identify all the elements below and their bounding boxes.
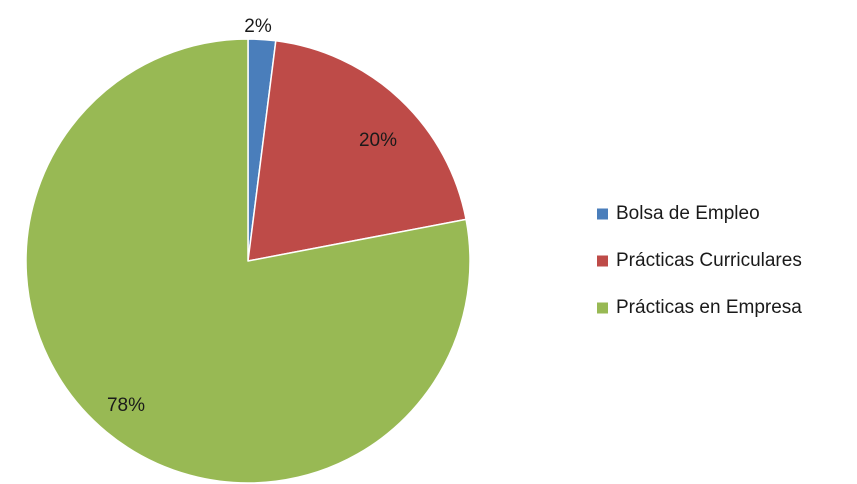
pie-slice-practicas-en-empresa — [25, 38, 471, 484]
data-label-bolsa-de-empleo: 2% — [244, 16, 272, 37]
data-label-practicas-en-empresa: 78% — [107, 395, 145, 416]
legend-label-practicas-en-empresa: Prácticas en Empresa — [616, 297, 802, 318]
legend-label-practicas-curriculares: Prácticas Curriculares — [616, 250, 802, 271]
pie-slices — [25, 38, 471, 484]
pie-slice-practicas-curriculares — [247, 40, 467, 262]
legend-swatch-practicas-en-empresa — [597, 302, 608, 314]
legend-swatch-bolsa-de-empleo — [597, 208, 608, 220]
pie-data-labels: 2% 20% 78% — [107, 16, 397, 416]
legend-swatch-practicas-curriculares — [597, 255, 608, 267]
data-label-practicas-curriculares: 20% — [359, 130, 397, 151]
legend: Bolsa de Empleo Prácticas Curriculares Prá… — [597, 203, 802, 318]
legend-label-bolsa-de-empleo: Bolsa de Empleo — [616, 203, 760, 224]
